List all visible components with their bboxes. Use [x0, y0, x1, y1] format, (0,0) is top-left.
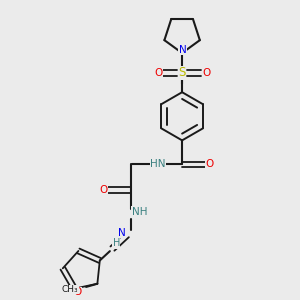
Text: O: O	[73, 287, 81, 297]
Text: CH₃: CH₃	[61, 285, 78, 294]
Text: N: N	[179, 45, 187, 55]
Text: O: O	[205, 159, 214, 170]
Text: O: O	[99, 185, 108, 195]
Text: O: O	[202, 68, 210, 78]
Text: NH: NH	[132, 207, 148, 217]
Text: HN: HN	[150, 159, 166, 170]
Text: O: O	[154, 68, 162, 78]
Text: N: N	[118, 228, 126, 238]
Text: S: S	[178, 66, 186, 80]
Text: H: H	[112, 238, 120, 248]
